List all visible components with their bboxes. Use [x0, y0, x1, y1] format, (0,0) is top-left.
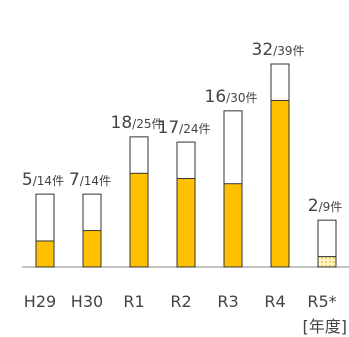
data-label: 17/24件 [158, 118, 211, 138]
bar [35, 240, 55, 268]
x-tick-label: R5* [307, 292, 336, 311]
x-tick-label: R3 [217, 292, 238, 311]
bar [317, 256, 337, 268]
bar [176, 178, 196, 268]
data-label: 16/30件 [205, 87, 258, 107]
data-label: 5/14件 [22, 170, 64, 190]
bar [129, 172, 149, 268]
total-label: /25件 [132, 117, 163, 131]
data-label: 2/9件 [308, 196, 343, 216]
total-label: /9件 [319, 200, 343, 214]
value-label: 5 [22, 170, 33, 190]
total-label: /24件 [179, 122, 210, 136]
value-label: 2 [308, 196, 319, 216]
value-label: 7 [69, 170, 80, 190]
total-label: /14件 [80, 174, 111, 188]
total-label: /14件 [33, 174, 64, 188]
data-label: 32/39件 [252, 40, 305, 60]
x-tick-label: R1 [123, 292, 144, 311]
total-label: /30件 [226, 91, 257, 105]
bar [270, 99, 290, 268]
data-label: 18/25件 [111, 113, 164, 133]
value-label: 17 [158, 118, 180, 138]
x-tick-label: R4 [264, 292, 285, 311]
x-tick-label: H30 [71, 292, 103, 311]
value-label: 32 [252, 40, 274, 60]
value-label: 18 [111, 113, 133, 133]
unit-label: [年度] [303, 317, 348, 336]
value-label: 16 [205, 87, 227, 107]
data-label: 7/14件 [69, 170, 111, 190]
bar [82, 230, 102, 268]
total-label: /39件 [273, 44, 304, 58]
x-tick-label: H29 [24, 292, 56, 311]
bar [223, 183, 243, 268]
x-tick-label: R2 [170, 292, 191, 311]
